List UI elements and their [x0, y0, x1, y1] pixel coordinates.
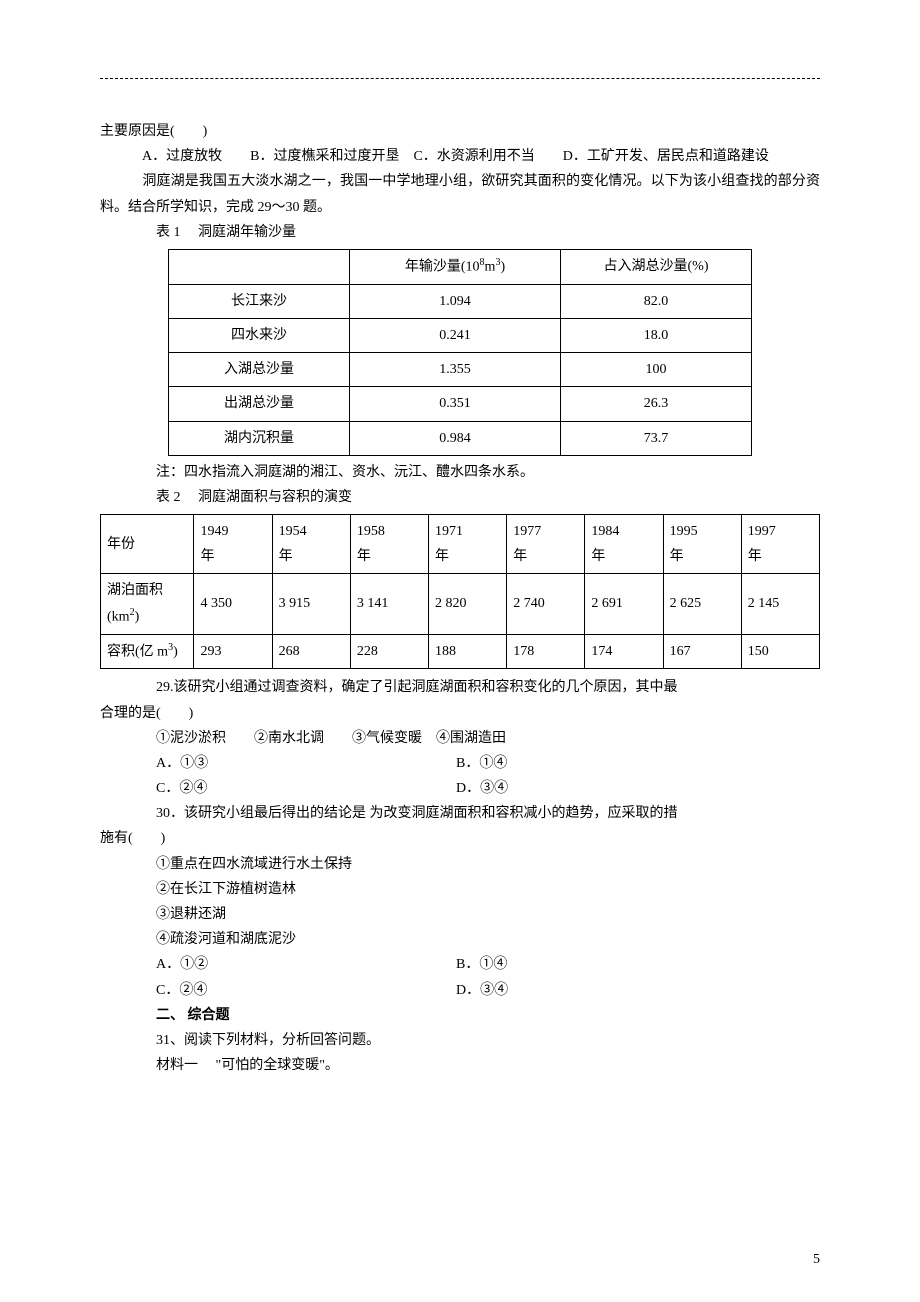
- cell: 1984年: [585, 515, 663, 574]
- q29-statements: ①泥沙淤积 ②南水北调 ③气候变暖 ④围湖造田: [100, 726, 820, 751]
- cell: 1949年: [194, 515, 272, 574]
- q30-statement-2: ②在长江下游植树造林: [100, 877, 820, 902]
- cell: 228: [350, 634, 428, 669]
- cell: 1971年: [429, 515, 507, 574]
- cell: 82.0: [561, 284, 752, 318]
- q29-option-c: C．②④: [156, 776, 456, 801]
- table1-col0: [169, 249, 350, 284]
- cell: 1958年: [350, 515, 428, 574]
- cell: 1977年: [507, 515, 585, 574]
- q29-stem-line2: 合理的是( ): [100, 701, 820, 726]
- cell: 178: [507, 634, 585, 669]
- cell: 四水来沙: [169, 318, 350, 352]
- prev-question-options: A．过度放牧 B．过度樵采和过度开垦 C．水资源利用不当 D．工矿开发、居民点和…: [100, 144, 820, 169]
- cell: 174: [585, 634, 663, 669]
- cell: 出湖总沙量: [169, 387, 350, 421]
- q30-option-d: D．③④: [456, 978, 508, 1003]
- table-header-row: 年输沙量(108m3) 占入湖总沙量(%): [169, 249, 752, 284]
- table-row: 容积(亿 m3) 293 268 228 188 178 174 167 150: [101, 634, 820, 669]
- cell: 3 915: [272, 574, 350, 634]
- cell: 3 141: [350, 574, 428, 634]
- cell: 入湖总沙量: [169, 353, 350, 387]
- cell: 1.355: [350, 353, 561, 387]
- table1-caption: 表 1 洞庭湖年输沙量: [100, 220, 820, 245]
- cell: 1995年: [663, 515, 741, 574]
- cell: 年份: [101, 515, 194, 574]
- table-header-row: 年份 1949年 1954年 1958年 1971年 1977年 1984年 1…: [101, 515, 820, 574]
- cell: 0.241: [350, 318, 561, 352]
- table1-col2: 占入湖总沙量(%): [561, 249, 752, 284]
- q30-statement-3: ③退耕还湖: [100, 902, 820, 927]
- cell: 0.984: [350, 421, 561, 455]
- cell: 1954年: [272, 515, 350, 574]
- cell: 2 820: [429, 574, 507, 634]
- q30-option-a: A．①②: [156, 952, 456, 977]
- cell: 容积(亿 m3): [101, 634, 194, 669]
- table1-note: 注：四水指流入洞庭湖的湘江、资水、沅江、醴水四条水系。: [100, 460, 820, 485]
- cell: 188: [429, 634, 507, 669]
- q29-option-a: A．①③: [156, 751, 456, 776]
- prev-question-continuation: 主要原因是( ): [100, 119, 820, 144]
- cell: 18.0: [561, 318, 752, 352]
- section-2-title: 二、 综合题: [100, 1003, 820, 1028]
- table-row: 湖内沉积量 0.984 73.7: [169, 421, 752, 455]
- q30-option-c: C．②④: [156, 978, 456, 1003]
- header-rule: [100, 78, 820, 79]
- table-row: 入湖总沙量 1.355 100: [169, 353, 752, 387]
- cell: 长江来沙: [169, 284, 350, 318]
- cell: 26.3: [561, 387, 752, 421]
- table1-col1: 年输沙量(108m3): [350, 249, 561, 284]
- q29-option-d: D．③④: [456, 776, 508, 801]
- cell: 1997年: [741, 515, 819, 574]
- cell: 0.351: [350, 387, 561, 421]
- q29-option-b: B．①④: [456, 751, 507, 776]
- cell: 150: [741, 634, 819, 669]
- q29-stem-line1: 29.该研究小组通过调查资料，确定了引起洞庭湖面积和容积变化的几个原因，其中最: [100, 675, 820, 700]
- cell: 73.7: [561, 421, 752, 455]
- q30-statement-4: ④疏浚河道和湖底泥沙: [100, 927, 820, 952]
- table2-area-volume: 年份 1949年 1954年 1958年 1971年 1977年 1984年 1…: [100, 514, 820, 669]
- table-row: 出湖总沙量 0.351 26.3: [169, 387, 752, 421]
- q30-stem-line2: 施有( ): [100, 826, 820, 851]
- cell: 2 625: [663, 574, 741, 634]
- cell: 湖泊面积(km2): [101, 574, 194, 634]
- q31-material: 材料一 "可怕的全球变暖"。: [100, 1053, 820, 1078]
- table-row: 湖泊面积(km2) 4 350 3 915 3 141 2 820 2 740 …: [101, 574, 820, 634]
- table1-sediment: 年输沙量(108m3) 占入湖总沙量(%) 长江来沙 1.094 82.0 四水…: [168, 249, 752, 456]
- q31-stem: 31、阅读下列材料，分析回答问题。: [100, 1028, 820, 1053]
- context-paragraph: 洞庭湖是我国五大淡水湖之一，我国一中学地理小组，欲研究其面积的变化情况。以下为该…: [100, 169, 820, 219]
- table-row: 长江来沙 1.094 82.0: [169, 284, 752, 318]
- cell: 4 350: [194, 574, 272, 634]
- cell: 湖内沉积量: [169, 421, 350, 455]
- cell: 100: [561, 353, 752, 387]
- table2-caption: 表 2 洞庭湖面积与容积的演变: [100, 485, 820, 510]
- cell: 2 740: [507, 574, 585, 634]
- cell: 167: [663, 634, 741, 669]
- q30-stem-line1: 30．该研究小组最后得出的结论是 为改变洞庭湖面积和容积减小的趋势，应采取的措: [100, 801, 820, 826]
- q30-option-b: B．①④: [456, 952, 507, 977]
- cell: 2 145: [741, 574, 819, 634]
- cell: 268: [272, 634, 350, 669]
- table-row: 四水来沙 0.241 18.0: [169, 318, 752, 352]
- cell: 2 691: [585, 574, 663, 634]
- cell: 293: [194, 634, 272, 669]
- q30-statement-1: ①重点在四水流域进行水土保持: [100, 852, 820, 877]
- cell: 1.094: [350, 284, 561, 318]
- page-number: 5: [813, 1247, 820, 1272]
